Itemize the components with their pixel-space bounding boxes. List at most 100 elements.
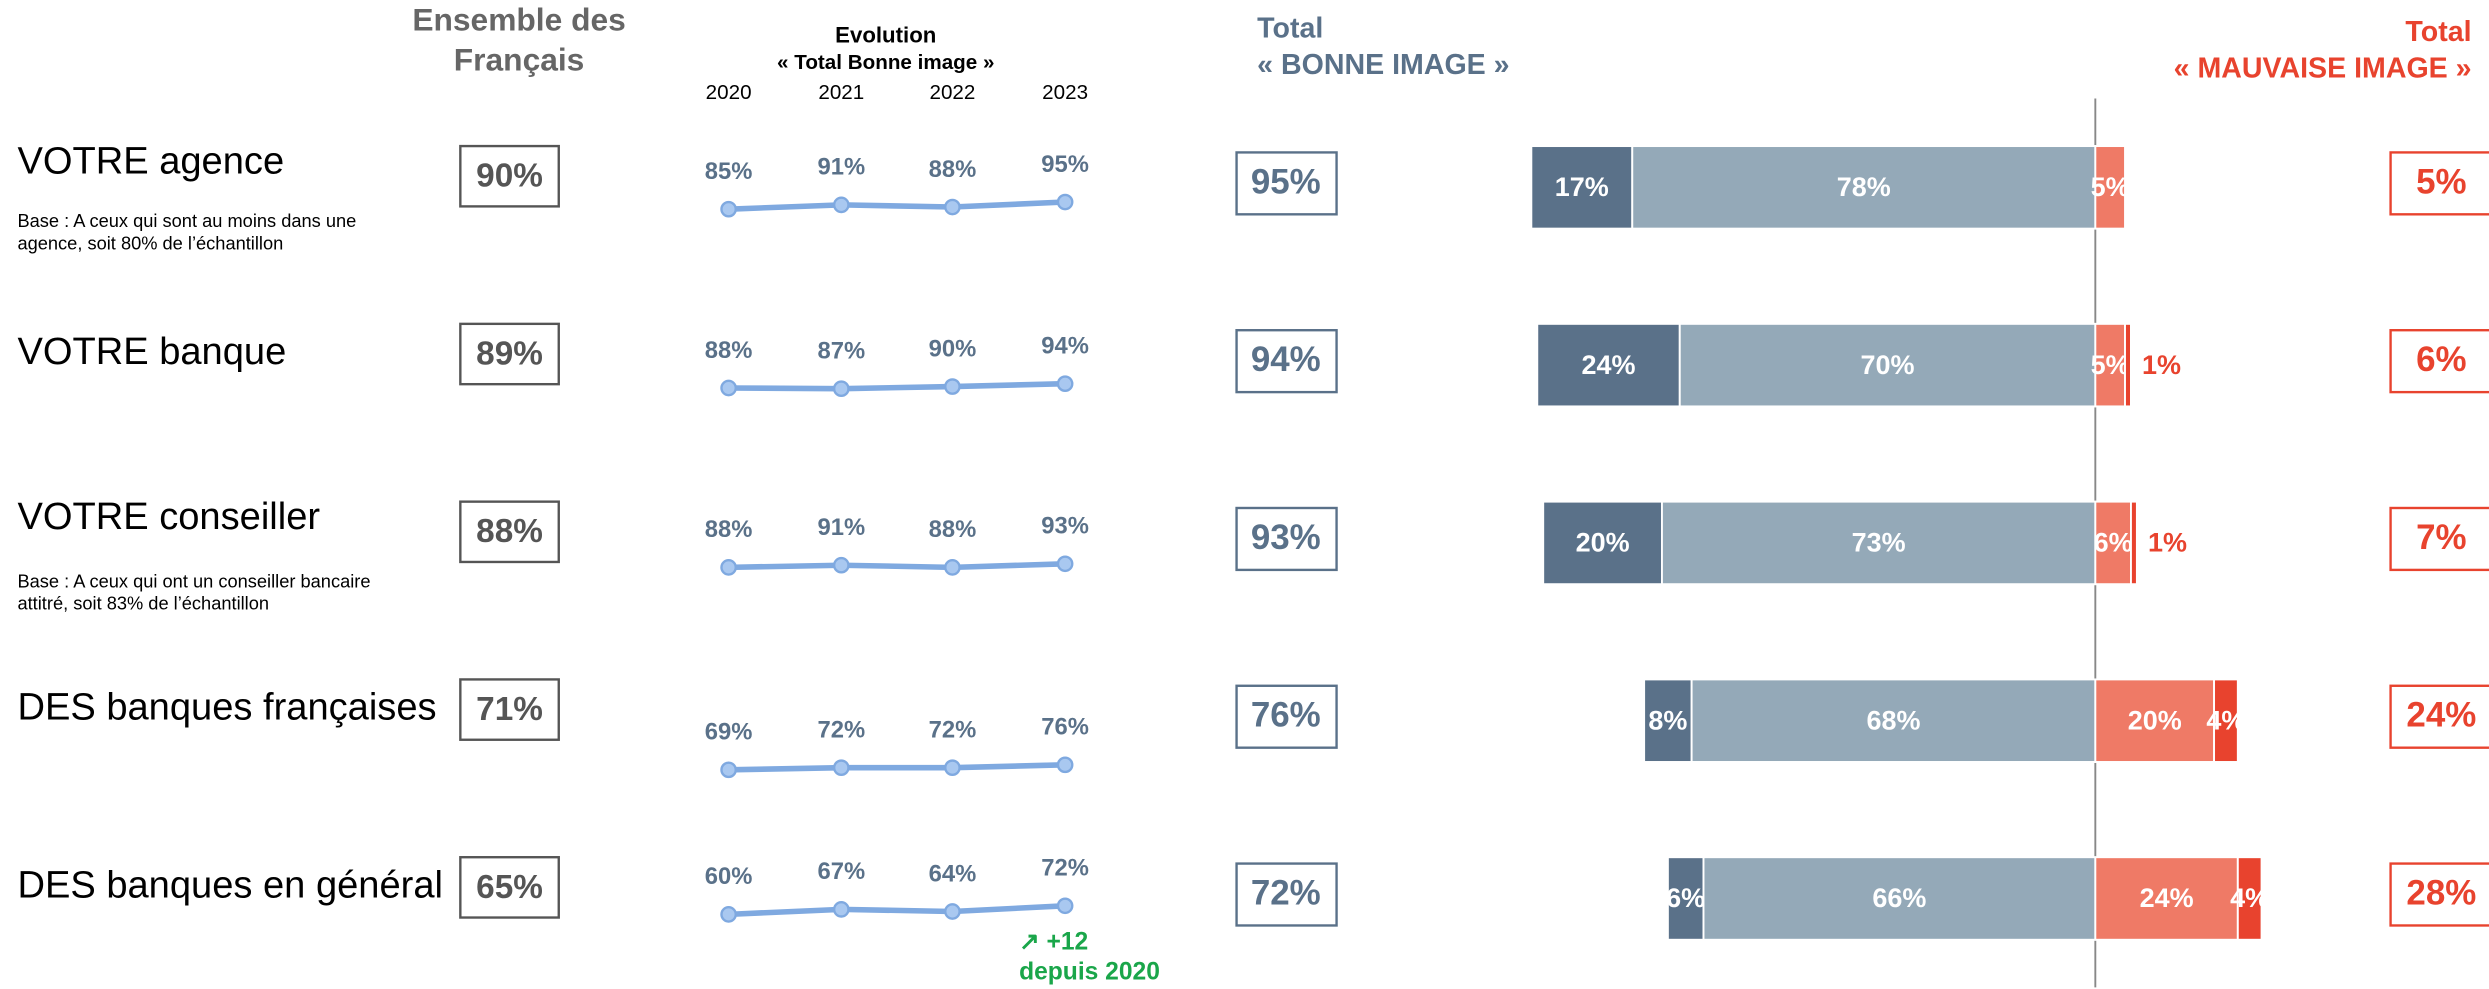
ensemble-box [459,500,560,564]
bar-segment [1542,500,1663,586]
row-base: Base : A ceux qui sont au moins dans une [17,210,356,231]
year-label: 2020 [706,81,752,104]
evolution-point [720,379,737,397]
evolution-label: 91% [817,514,865,541]
evolution-point [1056,756,1074,774]
evolution-label: 72% [929,716,977,743]
ensemble-value: 65% [476,869,543,906]
header-mauvaise: Total [2405,16,2471,48]
row-base: attitré, soit 83% de l’échantillon [17,593,269,614]
bar-label: 20% [1576,528,1630,558]
bar-label: 73% [1852,528,1906,558]
year-label: 2022 [929,81,975,104]
evolution-point [720,559,737,576]
evolution-point [720,200,737,218]
bar-segment [2094,856,2239,941]
annotation: depuis 2020 [1019,959,1160,986]
mauvaise-box [2389,506,2489,572]
bonne-box [1235,151,1338,216]
bar-label: 1% [2142,350,2181,380]
row-base: Base : A ceux qui ont un conseiller banc… [17,570,370,591]
bar-label: 8% [1648,705,1687,735]
bonne-value: 93% [1251,518,1321,557]
evolution-label: 90% [929,335,977,362]
mauvaise-value: 7% [2416,518,2466,557]
bonne-box [1235,329,1338,394]
ensemble-value: 90% [476,158,543,195]
bar-label: 66% [1872,883,1926,913]
bar-segment [2236,856,2263,941]
evolution-line [728,561,1066,571]
evolution-point [944,903,961,920]
bonne-box [1235,684,1338,749]
bar-label: 6% [2094,528,2133,558]
bonne-value: 94% [1251,340,1321,379]
bar-segment [2094,145,2126,230]
evolution-point [1056,375,1074,393]
evolution-label: 91% [817,154,865,181]
evolution-label: 67% [817,858,865,885]
evolution-point [944,378,961,395]
bonne-box [1235,506,1338,572]
row-label: VOTRE agence [17,141,284,183]
bar-label: 70% [1861,350,1915,380]
header-ensemble: Ensemble des [412,2,625,38]
bar-label: 17% [1555,172,1609,202]
evolution-label: 88% [929,516,977,543]
evolution-label: 69% [705,719,753,746]
bar-segment [2124,322,2132,408]
bar-segment [2129,500,2138,586]
bar-segment [2094,678,2216,763]
header-bonne: « BONNE IMAGE » [1257,49,1509,81]
mauvaise-box [2389,684,2489,749]
mauvaise-box [2389,151,2489,216]
header-mauvaise: « MAUVAISE IMAGE » [2174,52,2472,84]
evolution-point [1056,897,1074,915]
row-label: DES banques françaises [17,687,436,729]
bar-label: 5% [2091,172,2130,202]
ensemble-value: 88% [476,513,543,550]
evolution-point [832,901,850,918]
bar-segment [1666,856,1705,941]
evolution-point [720,906,737,923]
bar-segment [1643,678,1693,763]
mauvaise-box [2389,329,2489,394]
evolution-label: 72% [817,716,865,743]
mauvaise-value: 6% [2416,340,2466,379]
evolution-line [728,903,1066,918]
evolution-point [832,759,850,777]
row-label: DES banques en général [17,864,443,906]
year-label: 2021 [818,81,864,104]
evolution-point [1056,193,1074,211]
bar-segment [1678,322,2097,408]
bar-label: 1% [2148,528,2187,558]
bar-label: 24% [1582,350,1636,380]
evolution-line [728,199,1066,212]
evolution-label: 88% [705,337,753,364]
evolution-point [944,198,961,216]
bar-label: 24% [2140,883,2194,913]
header-evolution-sub: « Total Bonne image » [777,51,994,74]
bar-segment [1660,500,2097,586]
row-label: VOTRE banque [17,331,286,373]
header-bonne: Total [1257,13,1323,45]
mauvaise-value: 5% [2416,162,2466,201]
evolution-label: 94% [1041,332,1089,359]
bar-label: 4% [2230,883,2269,913]
evolution-point [832,380,850,398]
evolution-label: 88% [705,516,753,543]
evolution-label: 87% [817,337,865,364]
bar-label: 6% [1666,883,1705,913]
bar-label: 78% [1837,172,1891,202]
bar-label: 5% [2091,350,2130,380]
bonne-value: 76% [1251,696,1321,735]
ensemble-box [459,856,560,919]
evolution-label: 95% [1041,151,1089,178]
bonne-value: 72% [1251,874,1321,913]
evolution-point [832,556,850,574]
evolution-point [944,759,961,777]
evolution-line [728,380,1066,392]
bar-label: 68% [1866,705,1920,735]
mauvaise-value: 28% [2406,874,2476,913]
